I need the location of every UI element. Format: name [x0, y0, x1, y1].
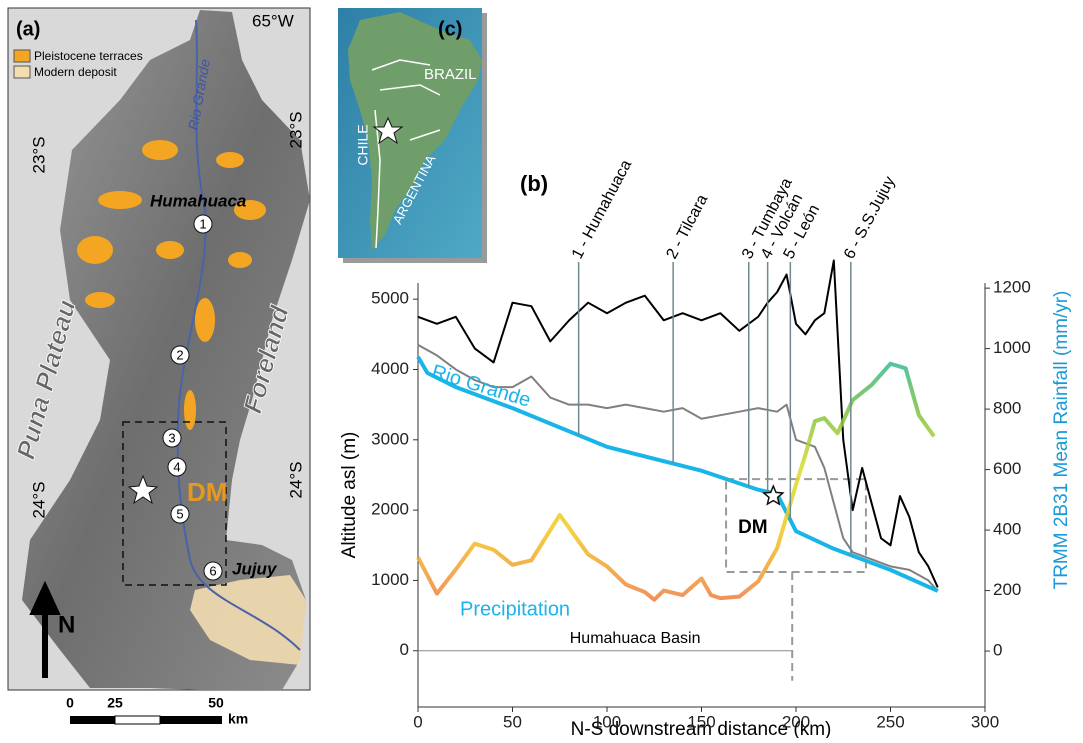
terrace [98, 191, 142, 209]
site-label: 1 [199, 216, 206, 231]
map-panel: (a) 65°W Pleistocene terraces Modern dep… [8, 8, 310, 727]
terrace [156, 241, 184, 259]
profile-line [418, 260, 938, 587]
panel-label: (b) [520, 171, 548, 196]
country-label: BRAZIL [424, 66, 477, 83]
scale-label: 25 [107, 695, 123, 711]
x-tick-label: 250 [876, 712, 904, 731]
y2-tick-label: 1200 [993, 278, 1031, 297]
site-label: 5 [176, 506, 183, 521]
latitude: 24°S [29, 481, 48, 518]
y2-tick-label: 400 [993, 520, 1021, 539]
legend-label: Pleistocene terraces [34, 49, 143, 63]
town-label: Humahuaca [150, 191, 246, 210]
scale-label: 0 [66, 695, 74, 711]
y-tick-label: 4000 [371, 359, 409, 378]
terrace [195, 298, 215, 342]
panel-label: (a) [16, 18, 40, 40]
figure: (a) 65°W Pleistocene terraces Modern dep… [0, 0, 1083, 738]
y-axis-title: Altitude asl (m) [339, 432, 360, 559]
page: {"map_a":{"panel":"(a)","longitude":"65°… [0, 0, 1083, 743]
x-tick-label: 50 [503, 712, 522, 731]
terrace [184, 390, 196, 430]
y2-tick-label: 0 [993, 641, 1002, 660]
x-tick-label: 0 [413, 712, 422, 731]
x-tick-label: 150 [687, 712, 715, 731]
x-tick-label: 300 [971, 712, 999, 731]
y2-tick-label: 1000 [993, 338, 1031, 357]
latitude: 24°S [286, 461, 305, 498]
scale-bar [160, 716, 222, 724]
scale-bar [70, 716, 115, 724]
series-label: Rio Grande [429, 361, 533, 412]
station-label: 1 - Humahuaca [569, 157, 635, 262]
north-label: N [58, 611, 75, 638]
scale-label: km [228, 711, 248, 727]
x-tick-label: 100 [593, 712, 621, 731]
inset-panel: (c) BRAZIL CHILE ARGENTINA [338, 8, 487, 263]
y-tick-label: 5000 [371, 289, 409, 308]
station-label: 6 - S.S.Jujuy [841, 174, 899, 262]
terrace [228, 252, 252, 268]
y2-tick-label: 800 [993, 399, 1021, 418]
y2-tick-label: 200 [993, 580, 1021, 599]
y2-axis-title: TRMM 2B31 Mean Rainfall (mm/yr) [1051, 291, 1072, 590]
site-label: 4 [173, 459, 180, 474]
terrace [85, 292, 115, 308]
longitude: 65°W [252, 11, 294, 30]
basin-label: Humahuaca Basin [570, 630, 701, 647]
site-label: 3 [168, 430, 175, 445]
legend-swatch [14, 66, 30, 78]
dm-label: DM [187, 477, 227, 507]
station-label: 2 - Tilcara [663, 192, 711, 262]
scale-bar [115, 716, 160, 724]
terrace [77, 236, 113, 264]
y-tick-label: 3000 [371, 429, 409, 448]
panel-label: (c) [438, 18, 462, 40]
dm-label: DM [738, 517, 768, 538]
latitude: 23°S [286, 111, 305, 148]
legend-swatch [14, 50, 30, 62]
terrace [142, 140, 178, 160]
y-tick-label: 1000 [371, 570, 409, 589]
series-label: Precipitation [460, 598, 570, 620]
country-label: CHILE [355, 124, 371, 165]
y-tick-label: 2000 [371, 500, 409, 519]
y-tick-label: 0 [400, 640, 409, 659]
site-label: 2 [176, 347, 183, 362]
scale-label: 50 [208, 695, 224, 711]
legend-label: Modern deposit [34, 65, 117, 79]
site-label: 6 [209, 563, 216, 578]
y2-tick-label: 600 [993, 459, 1021, 478]
latitude: 23°S [29, 136, 48, 173]
terrace [216, 152, 244, 168]
x-tick-label: 200 [782, 712, 810, 731]
city-label: Jujuy [232, 559, 278, 578]
